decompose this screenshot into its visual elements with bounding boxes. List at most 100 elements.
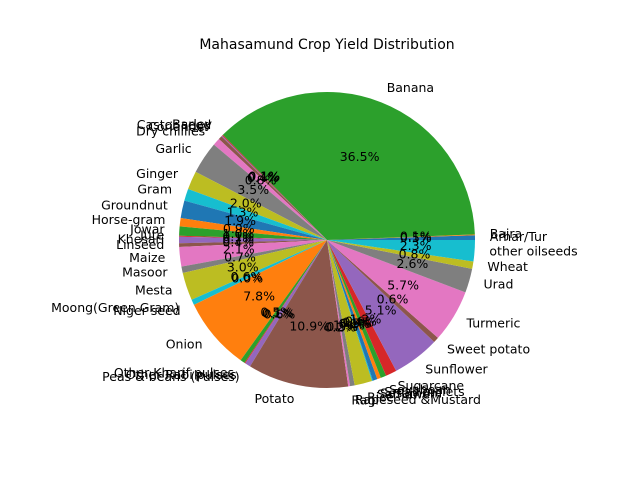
slice-percent-safflower: 0.1%: [338, 316, 370, 331]
pie-slice-sunflower: [327, 240, 435, 371]
pie-slice-peas-beans-pulses: [245, 240, 327, 367]
slice-label-potato: Potato: [255, 391, 295, 406]
slice-label-soyabean: Soyabean: [389, 382, 451, 397]
slice-percent-garlic: 3.5%: [237, 182, 269, 197]
pie-slice-maize: [179, 240, 327, 267]
pie-slice-barley: [222, 134, 327, 240]
pie-slice-coriander: [218, 136, 327, 240]
slice-percent-bajra: 0.1%: [400, 228, 432, 243]
pie-slice-other-rabi-pulses: [244, 240, 327, 364]
slice-percent-moong-green-gram: 0.6%: [231, 269, 263, 284]
pie-slice-banana: [222, 91, 475, 240]
pie-slice-arhar-tur: [327, 235, 476, 240]
slice-label-jute: Jute: [139, 227, 165, 242]
slice-percent-mesta: 3.0%: [227, 259, 259, 274]
pie-slice-jowar: [179, 226, 327, 240]
slice-label-turmeric: Turmeric: [466, 316, 521, 331]
slice-percent-other-rabi-pulses: 0.1%: [262, 305, 294, 320]
pie-slice-other-kharif-pulses: [240, 240, 327, 363]
slice-percent-khesari: 0.7%: [222, 232, 254, 247]
slice-label-small-millets: Small millets: [384, 384, 464, 399]
slice-percent-jute: 0.1%: [222, 229, 254, 244]
pie-slice-ginger: [188, 171, 327, 240]
slice-label-coriander: Coriander: [148, 119, 210, 134]
pie-slice-potato: [250, 240, 349, 388]
slice-label-jowar: Jowar: [129, 222, 165, 237]
pie-slice-wheat: [327, 240, 474, 269]
slice-label-dry-chillies: Dry chillies: [136, 123, 205, 138]
slice-label-wheat: Wheat: [487, 259, 528, 274]
pie-slice-jute: [179, 235, 327, 240]
chart-title: Mahasamund Crop Yield Distribution: [199, 37, 454, 53]
pie-slice-sesamum: [327, 240, 378, 381]
pie-slice-horse-gram: [179, 218, 327, 240]
slice-percent-peas-beans-pulses: 0.6%: [264, 307, 296, 322]
slice-label-sunflower: Sunflower: [425, 361, 488, 376]
slice-percent-groundnut: 1.9%: [224, 213, 256, 228]
pie-slice-rapeseed-mustard: [327, 240, 355, 387]
slice-percent-sesamum: 0.5%: [340, 316, 372, 331]
pie-slices: [179, 91, 476, 388]
pie-slice-masoor: [181, 240, 327, 274]
slice-label-rapeseed-mustard: Rapeseed &Mustard: [355, 392, 481, 407]
slice-label-gram: Gram: [137, 182, 172, 197]
slice-label-safflower: Safflower: [377, 386, 436, 401]
slice-label-khesari: Khesari: [118, 232, 165, 247]
slice-percent-wheat: 0.8%: [399, 247, 431, 262]
slice-label-sesamum: Sesamum: [380, 385, 442, 400]
pie-slice-sweet-potato: [327, 240, 438, 343]
slice-percent-ginger: 2.0%: [230, 196, 262, 211]
slice-label-moong-green-gram: Moong(Green Gram): [51, 300, 179, 315]
pie-slice-soyabean: [327, 240, 387, 378]
slice-percent-arhar-tur: 0.5%: [400, 230, 432, 245]
pie-slice-turmeric: [327, 240, 466, 338]
pie-slice-linseed: [179, 240, 327, 248]
slice-label-rice: Rice: [367, 389, 394, 404]
slice-percent-other-oilseeds: 2.3%: [400, 238, 432, 253]
slice-percent-other-kharif-pulses: 0.5%: [260, 304, 292, 319]
slice-percent-barley: 0.1%: [248, 169, 280, 184]
slice-percent-small-millets: 0.4%: [342, 315, 374, 330]
slice-label-bajra: Bajra: [490, 226, 523, 241]
pie-slice-sugarcane: [327, 240, 397, 376]
slice-label-groundnut: Groundnut: [101, 198, 168, 213]
slice-label-mesta: Mesta: [135, 283, 173, 298]
slice-percent-onion: 7.8%: [243, 289, 275, 304]
pie-slice-bajra: [327, 234, 475, 240]
slice-percent-sugarcane: 1.2%: [350, 312, 382, 327]
slice-label-horse-gram: Horse-gram: [92, 212, 166, 227]
slice-label-barley: Barley: [172, 116, 213, 131]
slice-percent-labels: 0.5%0.1%36.5%0.1%0.1%0.4%0.8%3.5%2.0%1.3…: [222, 149, 431, 334]
slice-label-garlic: Garlic: [155, 141, 191, 156]
pie-slice-moong-green-gram: [191, 240, 327, 305]
slice-percent-turmeric: 5.7%: [387, 277, 419, 292]
pie-slice-small-millets: [327, 240, 381, 380]
slice-percent-gram: 1.3%: [227, 204, 259, 219]
slice-percent-soyabean: 0.6%: [345, 314, 377, 329]
pie-slice-ragi: [327, 240, 351, 387]
slice-percent-jowar: 1.0%: [223, 226, 255, 241]
slice-percent-sweet-potato: 0.6%: [377, 292, 409, 307]
pie-slice-urad: [327, 240, 473, 293]
slice-label-other-oilseeds: other oilseeds: [489, 243, 577, 258]
pie-slice-onion: [193, 240, 327, 361]
slice-percent-rice: 1.9%: [333, 318, 365, 333]
slice-percent-niger-seed: 0.0%: [231, 270, 263, 285]
pie-slice-garlic: [195, 144, 327, 240]
slice-label-other-kharif-pulses: Other Kharif pulses: [114, 365, 234, 380]
slice-label-peas-beans-pulses: Peas & beans (Pulses): [102, 369, 240, 384]
slice-percent-horse-gram: 0.9%: [223, 221, 255, 236]
slice-label-masoor: Masoor: [122, 264, 168, 279]
slice-label-linseed: Linseed: [116, 237, 164, 252]
slice-percent-urad: 2.6%: [397, 256, 429, 271]
pie-slice-castor-seed: [221, 135, 327, 240]
pie-slice-groundnut: [180, 200, 327, 240]
slice-percent-masoor: 0.7%: [224, 249, 256, 264]
slice-percent-rapeseed-mustard: 0.5%: [326, 319, 358, 334]
slice-percent-potato: 10.9%: [289, 319, 329, 334]
slice-label-maize: Maize: [129, 250, 165, 265]
slice-percent-coriander: 0.4%: [247, 170, 279, 185]
slice-label-banana: Banana: [387, 80, 434, 95]
pie-slice-safflower: [327, 240, 373, 381]
